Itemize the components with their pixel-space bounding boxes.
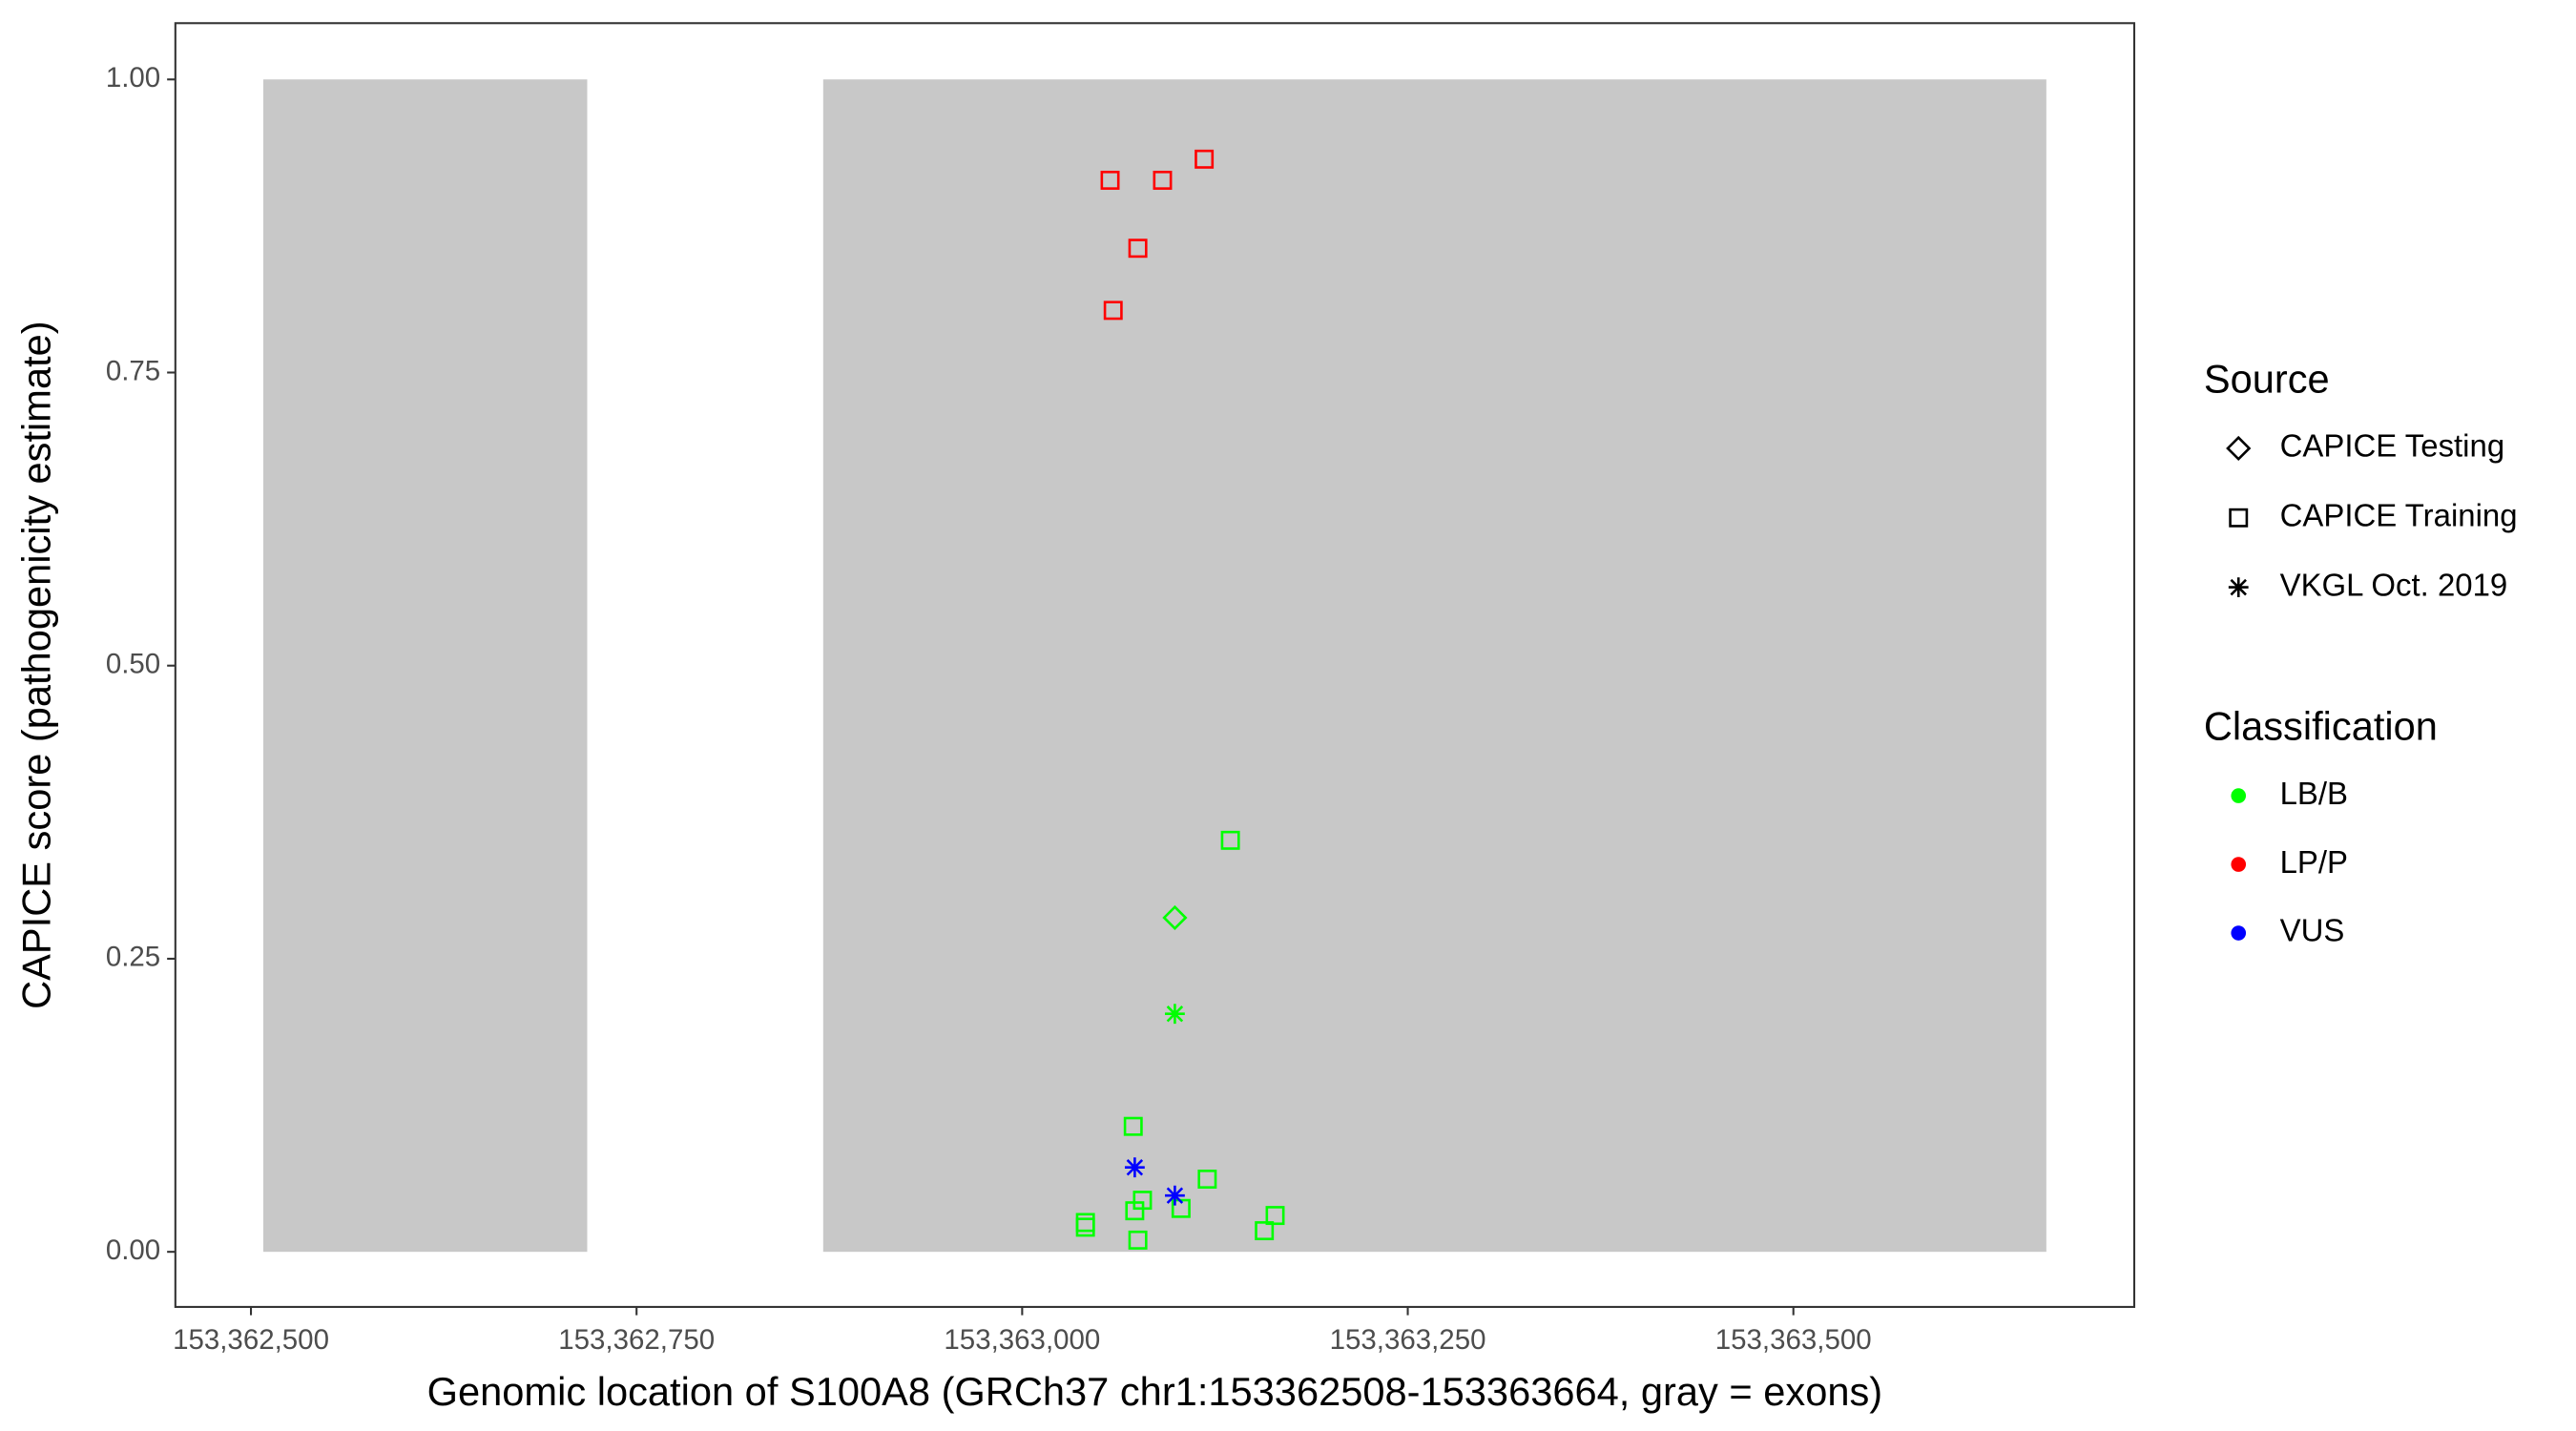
point	[1100, 170, 1120, 190]
point	[1162, 904, 1188, 931]
point	[1123, 1116, 1143, 1136]
x-tick-label: 153,363,500	[1715, 1324, 1872, 1356]
legend-label: VKGL Oct. 2019	[2280, 567, 2508, 602]
legend-symbol	[2228, 577, 2249, 598]
exon-region	[262, 79, 588, 1253]
legend-title: Classification	[2204, 704, 2438, 749]
point	[1153, 170, 1173, 190]
legend-label: LP/P	[2280, 844, 2348, 880]
legend-symbol	[2231, 788, 2247, 803]
y-tick-label: 1.00	[106, 62, 160, 93]
x-axis-title: Genomic location of S100A8 (GRCh37 chr1:…	[427, 1369, 1883, 1414]
point	[1165, 1004, 1185, 1025]
legend-symbol	[2229, 508, 2249, 528]
legend-symbol	[2231, 925, 2247, 941]
point	[1265, 1206, 1285, 1226]
x-tick-label: 153,362,500	[173, 1324, 329, 1356]
y-tick-label: 0.00	[106, 1234, 160, 1266]
point	[1125, 1201, 1145, 1221]
legend-title: Source	[2204, 357, 2330, 402]
legend-symbol	[2231, 857, 2247, 872]
x-tick-label: 153,363,000	[944, 1324, 1100, 1356]
point	[1165, 1185, 1185, 1206]
point	[1128, 238, 1148, 259]
point	[1124, 1157, 1145, 1178]
point	[1128, 1230, 1148, 1250]
y-tick-label: 0.25	[106, 942, 160, 973]
legend-label: LB/B	[2280, 776, 2348, 811]
point	[1195, 149, 1215, 169]
x-tick-label: 153,362,750	[558, 1324, 715, 1356]
legend-symbol	[2226, 435, 2252, 462]
point	[1255, 1221, 1275, 1241]
point	[1220, 830, 1240, 850]
exon-region	[822, 79, 2046, 1253]
y-tick-label: 0.50	[106, 649, 160, 680]
point	[1103, 301, 1123, 321]
point	[1075, 1217, 1095, 1237]
legend-label: CAPICE Testing	[2280, 428, 2505, 464]
legend-label: VUS	[2280, 913, 2345, 948]
y-axis-title: CAPICE score (pathogenicity estimate)	[14, 321, 59, 1009]
y-tick-label: 0.75	[106, 355, 160, 386]
point	[1197, 1170, 1217, 1189]
legend-label: CAPICE Training	[2280, 497, 2518, 532]
x-tick-label: 153,363,250	[1330, 1324, 1486, 1356]
